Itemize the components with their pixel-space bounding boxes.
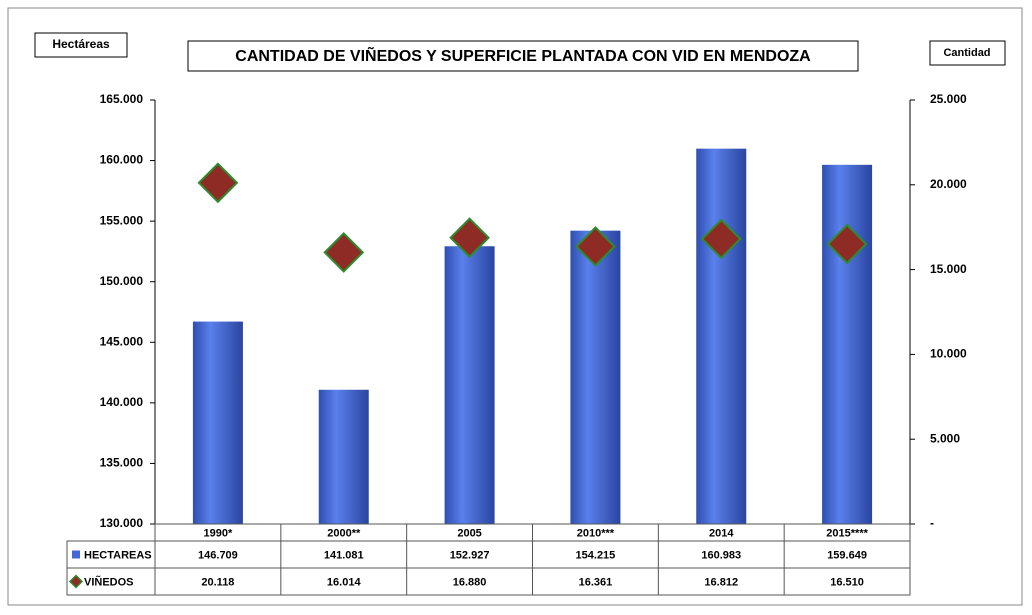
y-tick-label: 160.000	[100, 153, 144, 167]
x-tick-label: 2015****	[826, 527, 868, 539]
legend-swatch	[72, 550, 80, 559]
table-value: 146.709	[198, 549, 238, 561]
table-value: 16.510	[830, 576, 864, 588]
table-value: 20.118	[201, 576, 234, 588]
table-value: 159.649	[827, 549, 867, 561]
bar	[444, 246, 495, 524]
x-tick-label: 2005	[457, 527, 481, 539]
bar	[192, 321, 243, 524]
chart-title: CANTIDAD DE VIÑEDOS Y SUPERFICIE PLANTAD…	[235, 45, 811, 65]
y-tick-label: 145.000	[100, 334, 144, 348]
diamond-marker	[449, 217, 490, 259]
table-value: 141.081	[324, 549, 364, 561]
y-axis-label: Hectáreas	[52, 37, 110, 51]
diamond-marker	[323, 231, 365, 273]
legend-label: HECTAREAS	[84, 549, 152, 561]
table-value: 152.927	[450, 549, 490, 561]
diamond-marker	[197, 162, 239, 204]
frame	[7, 7, 1023, 606]
diamond-marker	[700, 218, 742, 260]
table-value: 16.812	[704, 576, 738, 588]
legend-swatch	[68, 574, 84, 589]
x-tick-label: 2014	[709, 527, 734, 539]
bar	[570, 230, 621, 524]
bar	[318, 389, 369, 524]
y-tick-label: 165.000	[100, 92, 144, 106]
y2-label-box	[929, 40, 1006, 66]
y-tick-label: 135.000	[100, 456, 144, 470]
table-value: 154.215	[576, 549, 616, 561]
y2-tick-label: 15.000	[930, 262, 967, 276]
bar	[822, 164, 873, 524]
y2-axis-label: Cantidad	[943, 47, 990, 59]
diamond-marker	[575, 226, 616, 267]
y-tick-label: 150.000	[100, 274, 144, 288]
x-tick-label: 1990*	[204, 527, 233, 539]
title-box	[187, 40, 859, 72]
y-tick-label: 130.000	[100, 516, 144, 530]
x-tick-label: 2010***	[577, 527, 615, 539]
bar	[696, 148, 747, 524]
diamond-marker	[826, 223, 868, 265]
y2-tick-label: 20.000	[930, 177, 967, 191]
y-label-box	[34, 32, 128, 58]
y-tick-label: 140.000	[100, 395, 144, 409]
y-tick-label: 155.000	[100, 213, 144, 227]
y2-tick-label: 5.000	[930, 431, 960, 445]
legend-label: VIÑEDOS	[84, 575, 134, 588]
y2-tick-label: 25.000	[930, 92, 967, 106]
table-value: 160.983	[701, 549, 741, 561]
table-value: 16.014	[327, 576, 362, 588]
x-tick-label: 2000**	[327, 527, 361, 539]
y2-tick-label: 10.000	[930, 347, 967, 361]
y2-tick-label: -	[930, 516, 934, 530]
table-value: 16.361	[579, 576, 613, 588]
table-value: 16.880	[453, 576, 487, 588]
